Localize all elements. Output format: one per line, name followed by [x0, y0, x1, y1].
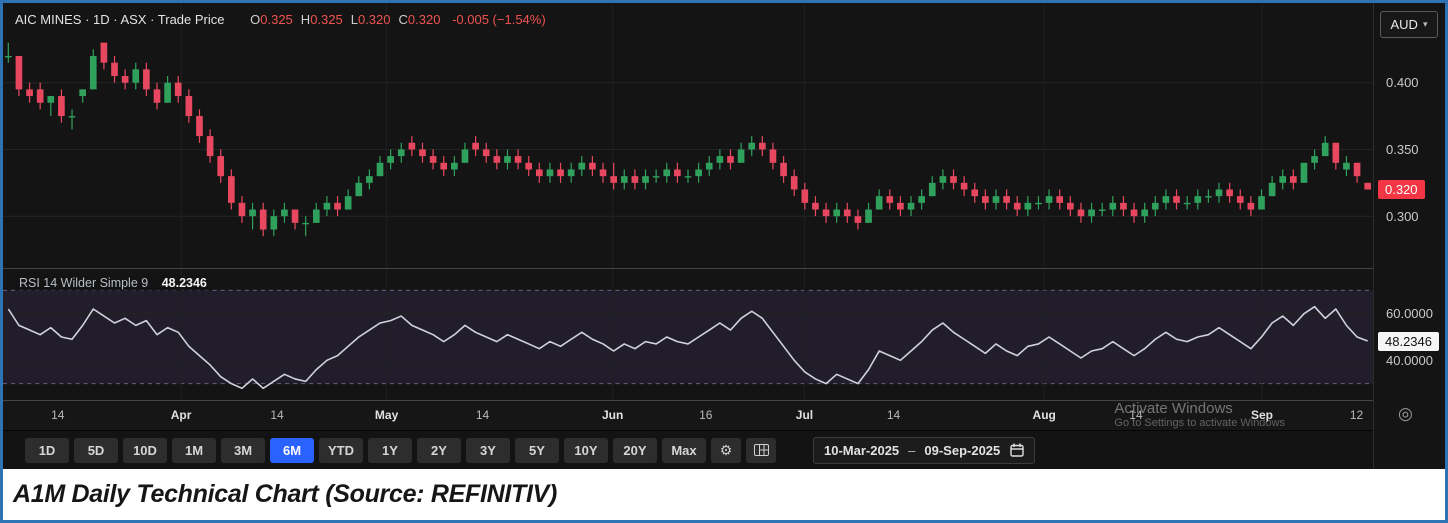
range-button-3m[interactable]: 3M: [221, 437, 265, 463]
time-axis-label: 16: [699, 408, 713, 422]
range-button-10y[interactable]: 10Y: [564, 437, 608, 463]
time-axis-label: May: [374, 408, 399, 422]
price-axis-column[interactable]: AUD ▾ ◎ 0.400 0.350 0.300 0.320 60.0000 40.00…: [1373, 3, 1445, 469]
rsi-pane[interactable]: RSI 14 Wilder Simple 9 48.2346: [3, 269, 1373, 401]
time-axis-label: 12: [1349, 408, 1364, 422]
currency-dropdown[interactable]: AUD ▾: [1380, 11, 1438, 38]
price-axis-tick: 0.350: [1386, 142, 1419, 157]
last-price-badge: 0.320: [1378, 180, 1425, 200]
rsi-label: RSI 14 Wilder Simple 9: [19, 276, 149, 290]
ohlc-value: 0.325: [310, 12, 343, 27]
settings-icon[interactable]: ⚙: [711, 437, 741, 463]
chart-panes: AIC MINES · 1D · ASX · Trade Price O0.32…: [3, 3, 1373, 469]
time-axis-label: 14: [51, 408, 65, 422]
range-button-max[interactable]: Max: [662, 437, 706, 463]
ohlc-value: 0.320: [357, 12, 391, 27]
time-axis-label: 14: [270, 408, 284, 422]
price-axis-tick: 0.300: [1386, 209, 1419, 224]
rsi-axis-tick: 40.0000: [1386, 353, 1433, 368]
ohlc-key: O: [250, 12, 261, 27]
instrument-title: AIC MINES · 1D · ASX · Trade Price: [15, 12, 225, 27]
target-icon[interactable]: ◎: [1398, 404, 1413, 423]
range-button-3y[interactable]: 3Y: [466, 437, 510, 463]
range-button-6m[interactable]: 6M: [270, 437, 314, 463]
time-axis-label: 14: [1129, 408, 1143, 422]
range-button-1d[interactable]: 1D: [25, 437, 69, 463]
time-axis-label: Aug: [1032, 408, 1056, 422]
candlestick-chart[interactable]: [3, 3, 1373, 268]
date-from[interactable]: 10-Mar-2025: [824, 442, 900, 458]
price-change: -0.005 (−1.54%): [452, 12, 546, 27]
time-axis-label: Sep: [1251, 408, 1274, 422]
price-pane[interactable]: AIC MINES · 1D · ASX · Trade Price O0.32…: [3, 3, 1373, 269]
range-button-10d[interactable]: 10D: [123, 437, 167, 463]
ohlc-key: L: [350, 12, 358, 27]
chart-application: AIC MINES · 1D · ASX · Trade Price O0.32…: [3, 3, 1445, 469]
range-toolbar: 1D 5D 10D 1M 3M 6M YTD 1Y 2Y 3Y 5Y 10Y 20Y Max ⚙ 10-M…: [3, 431, 1373, 469]
time-axis-label: 14: [886, 408, 901, 422]
date-range-separator: –: [908, 442, 916, 458]
range-buttons: 1D 5D 10D 1M 3M 6M YTD 1Y 2Y 3Y 5Y 10Y 20Y Max: [25, 437, 711, 463]
date-range-picker[interactable]: 10-Mar-2025 – 09-Sep-2025: [813, 436, 1036, 464]
date-to[interactable]: 09-Sep-2025: [924, 442, 1001, 458]
rsi-legend: RSI 14 Wilder Simple 9 48.2346: [15, 275, 211, 291]
range-button-5d[interactable]: 5D: [74, 437, 118, 463]
time-axis-label: Apr: [170, 408, 192, 422]
time-axis-label: Jul: [795, 408, 814, 422]
range-button-ytd[interactable]: YTD: [319, 437, 363, 463]
time-axis[interactable]: 14 Apr 14 May 14 Jun 16 Jul 14 Aug 14 Sep 12: [3, 401, 1373, 431]
time-axis-label: 14: [475, 408, 490, 422]
price-axis-tick: 0.400: [1386, 75, 1419, 90]
range-button-1y[interactable]: 1Y: [368, 437, 412, 463]
time-axis-label: Jun: [601, 408, 624, 422]
ohlc-values: O0.325 H0.325 L0.320 C0.320: [242, 12, 440, 27]
figure-caption: A1M Daily Technical Chart (Source: REFIN…: [13, 480, 558, 508]
ohlc-key: C: [398, 12, 408, 27]
rsi-value: 48.2346: [161, 276, 207, 290]
rsi-value-badge: 48.2346: [1378, 331, 1439, 351]
figure-caption-bar: A1M Daily Technical Chart (Source: REFIN…: [3, 469, 1445, 520]
ohlc-value: 0.325: [260, 12, 293, 27]
calendar-icon[interactable]: [1010, 443, 1024, 457]
range-button-1m[interactable]: 1M: [172, 437, 216, 463]
range-button-5y[interactable]: 5Y: [515, 437, 559, 463]
chevron-down-icon: ▾: [1422, 19, 1428, 29]
grid-layout-icon[interactable]: [746, 437, 776, 463]
rsi-chart[interactable]: [3, 269, 1373, 400]
range-button-20y[interactable]: 20Y: [613, 437, 657, 463]
ohlc-legend: AIC MINES · 1D · ASX · Trade Price O0.32…: [15, 12, 546, 27]
rsi-axis-tick: 60.0000: [1386, 306, 1433, 321]
range-button-2y[interactable]: 2Y: [417, 437, 461, 463]
currency-value: AUD: [1390, 17, 1418, 32]
ohlc-value: 0.320: [407, 12, 441, 27]
ohlc-key: H: [300, 12, 311, 27]
